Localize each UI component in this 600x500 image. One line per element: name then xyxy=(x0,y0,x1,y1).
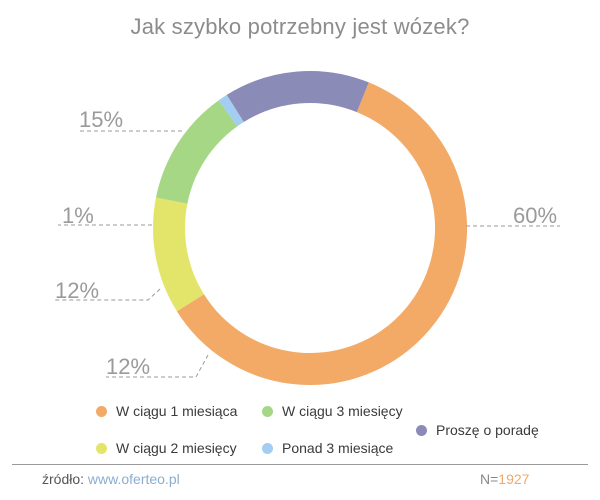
legend-label: Ponad 3 miesiące xyxy=(282,440,394,456)
legend-item-prosze-o-porade: Proszę o poradę xyxy=(416,422,539,438)
legend-swatch xyxy=(96,405,107,417)
legend-label: Proszę o poradę xyxy=(436,422,539,438)
sample-size: N=1927 xyxy=(480,471,529,487)
legend-label: W ciągu 2 miesięcy xyxy=(116,440,237,456)
source-note: źródło: www.oferteo.pl xyxy=(42,471,180,487)
legend-swatch xyxy=(416,424,427,436)
leader-lines xyxy=(55,130,560,378)
slice-percentage-label: 15% xyxy=(79,107,123,132)
legend-item-ponad-3-miesiace: Ponad 3 miesiące xyxy=(262,440,393,456)
percentage-labels: 60% 12% 12% 1% 15% xyxy=(55,107,557,379)
donut-slices xyxy=(153,71,467,385)
donut-slice-proszę-o-poradę xyxy=(226,71,369,123)
slice-percentage-label: 12% xyxy=(55,278,99,303)
donut-slice-w-ciągu-2-miesięcy xyxy=(153,197,205,312)
legend-item-w-ciagu-3-miesiecy: W ciągu 3 miesięcy xyxy=(262,403,403,419)
sample-size-label: N= xyxy=(480,471,499,487)
legend-label: W ciągu 3 miesięcy xyxy=(282,403,403,419)
legend-swatch xyxy=(96,442,107,454)
legend-item-w-ciagu-2-miesiecy: W ciągu 2 miesięcy xyxy=(96,440,237,456)
legend-item-w-ciagu-1-miesiaca: W ciągu 1 miesiąca xyxy=(96,403,237,419)
source-link[interactable]: www.oferteo.pl xyxy=(87,471,180,487)
leader-line xyxy=(55,288,161,301)
source-label: źródło: xyxy=(42,471,85,487)
donut-slice-w-ciągu-1-miesiąca xyxy=(176,82,467,385)
footer-divider xyxy=(12,464,588,465)
legend-label: W ciągu 1 miesiąca xyxy=(116,403,238,419)
donut-chart: 60% 12% 12% 1% 15% xyxy=(55,71,560,385)
donut-slice-w-ciągu-3-miesięcy xyxy=(155,100,238,205)
chart-title: Jak szybko potrzebny jest wózek? xyxy=(130,14,470,39)
sample-size-value: 1927 xyxy=(498,471,530,487)
slice-percentage-label: 12% xyxy=(106,354,150,379)
slice-percentage-label: 60% xyxy=(513,203,557,228)
legend-swatch xyxy=(262,405,273,417)
legend-swatch xyxy=(262,442,273,454)
slice-percentage-label: 1% xyxy=(62,203,94,228)
leader-line xyxy=(106,354,209,378)
donut-slice-ponad-3-miesiące xyxy=(218,94,244,127)
